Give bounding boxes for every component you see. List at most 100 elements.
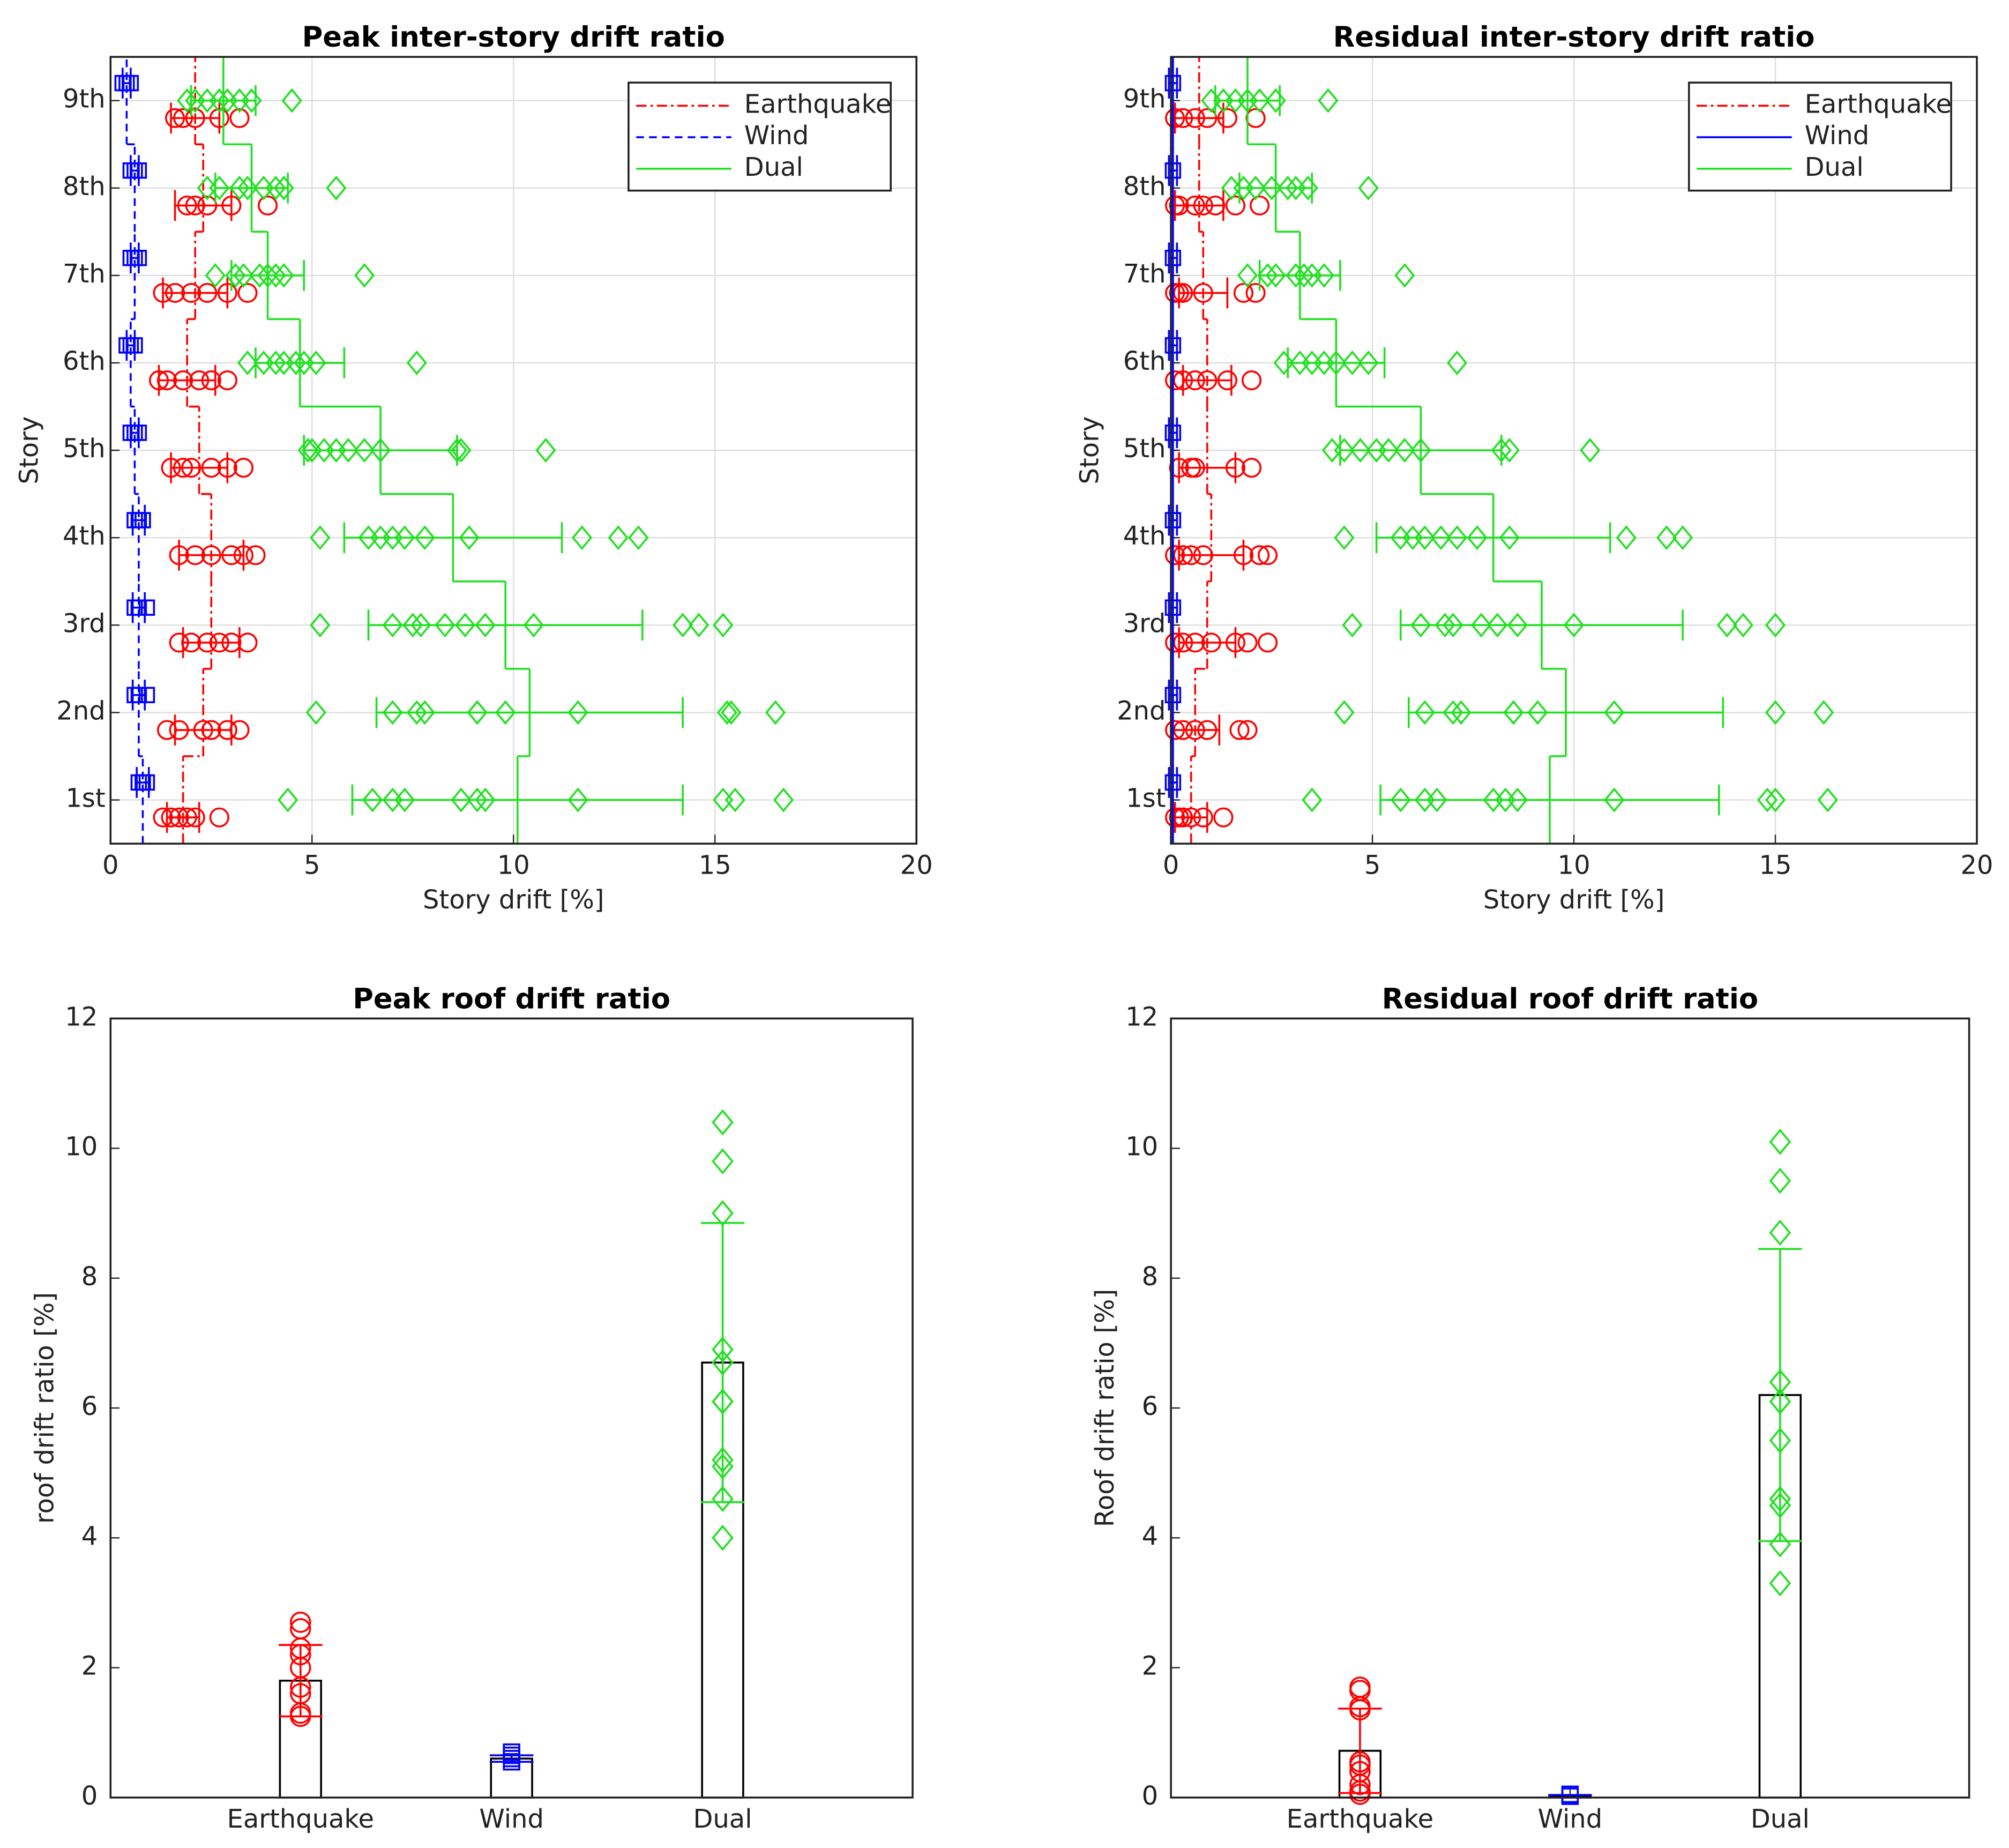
marker <box>221 632 242 653</box>
marker <box>233 545 254 565</box>
marker <box>1241 370 1262 391</box>
marker <box>1318 88 1339 113</box>
marker <box>451 787 472 813</box>
marker <box>201 370 221 391</box>
marker <box>209 88 230 113</box>
marker <box>354 438 375 463</box>
marker <box>503 1743 520 1761</box>
marker <box>289 1618 311 1640</box>
marker <box>177 88 198 113</box>
marker <box>1427 787 1447 813</box>
marker <box>1185 458 1205 478</box>
x-tick-label: Earthquake <box>1287 1804 1433 1834</box>
marker <box>1451 700 1472 725</box>
marker <box>1245 282 1266 303</box>
marker <box>237 175 258 200</box>
marker <box>1165 545 1185 565</box>
y-tick-label: 8 <box>81 1262 98 1292</box>
y-tick-label: 2 <box>1142 1651 1159 1681</box>
marker <box>475 787 496 813</box>
marker <box>354 263 375 288</box>
bar <box>490 1757 533 1799</box>
axes-frame <box>1170 56 1978 845</box>
marker <box>406 351 427 375</box>
marker <box>265 263 286 288</box>
marker <box>1769 1369 1791 1396</box>
marker <box>1193 282 1213 303</box>
marker <box>1297 175 1318 200</box>
marker <box>1241 458 1262 478</box>
marker <box>362 787 383 813</box>
marker <box>197 195 218 216</box>
marker <box>245 545 266 565</box>
marker <box>161 807 181 828</box>
marker <box>1201 632 1221 653</box>
marker <box>1757 787 1778 813</box>
y-axis-label: roof drift ratio [%] <box>29 1292 59 1524</box>
marker <box>1334 438 1355 463</box>
marker <box>1349 1676 1371 1698</box>
marker <box>1769 1388 1791 1415</box>
y-tick-label: 7th <box>63 259 106 289</box>
marker <box>138 687 155 704</box>
marker <box>135 512 151 528</box>
marker <box>1164 774 1182 791</box>
legend-label: Dual <box>744 152 803 182</box>
marker <box>1358 351 1379 375</box>
marker <box>1193 807 1213 828</box>
marker <box>1716 613 1737 638</box>
marker <box>672 613 693 638</box>
marker <box>459 525 480 550</box>
marker <box>712 1148 734 1175</box>
marker <box>1443 700 1463 725</box>
marker <box>156 720 177 740</box>
marker <box>1507 613 1528 638</box>
y-tick-label: 7th <box>1123 259 1166 289</box>
marker <box>185 807 205 828</box>
x-tick-label: 20 <box>900 850 933 880</box>
marker <box>1561 1785 1579 1803</box>
marker <box>138 599 155 616</box>
marker <box>1181 545 1201 565</box>
marker <box>1350 438 1371 463</box>
marker <box>1257 263 1278 288</box>
marker <box>169 720 189 740</box>
marker <box>265 351 286 375</box>
marker <box>382 700 403 725</box>
marker <box>1164 424 1182 441</box>
marker <box>725 787 745 813</box>
x-tick-label: Earthquake <box>227 1804 374 1834</box>
marker <box>1197 720 1218 740</box>
marker <box>571 525 593 550</box>
marker <box>1249 88 1270 113</box>
marker <box>1499 438 1520 463</box>
marker <box>229 175 250 200</box>
y-tick-label: 10 <box>65 1132 98 1162</box>
marker <box>130 424 147 441</box>
marker <box>1378 438 1399 463</box>
marker <box>394 787 415 813</box>
marker <box>265 175 286 200</box>
marker <box>1237 720 1258 740</box>
y-tick-label: 3rd <box>1123 608 1166 638</box>
marker <box>289 1644 311 1666</box>
marker <box>1334 525 1355 550</box>
x-tick-label: 20 <box>1961 850 1993 880</box>
marker <box>394 525 415 550</box>
marker <box>257 263 278 288</box>
marker <box>1349 1751 1371 1773</box>
marker <box>189 370 210 391</box>
marker <box>1769 1486 1791 1512</box>
marker <box>1173 807 1193 828</box>
x-axis-label: Story drift [%] <box>423 885 604 915</box>
marker <box>1193 545 1213 565</box>
x-tick-label: 15 <box>699 850 731 880</box>
marker <box>181 632 201 653</box>
marker <box>173 458 193 478</box>
x-tick-label: 10 <box>1558 850 1590 880</box>
marker <box>1225 458 1246 478</box>
y-tick-label: 2nd <box>1117 696 1166 726</box>
marker <box>177 195 197 216</box>
marker <box>169 545 189 565</box>
y-tick-label: 8th <box>1123 172 1166 202</box>
